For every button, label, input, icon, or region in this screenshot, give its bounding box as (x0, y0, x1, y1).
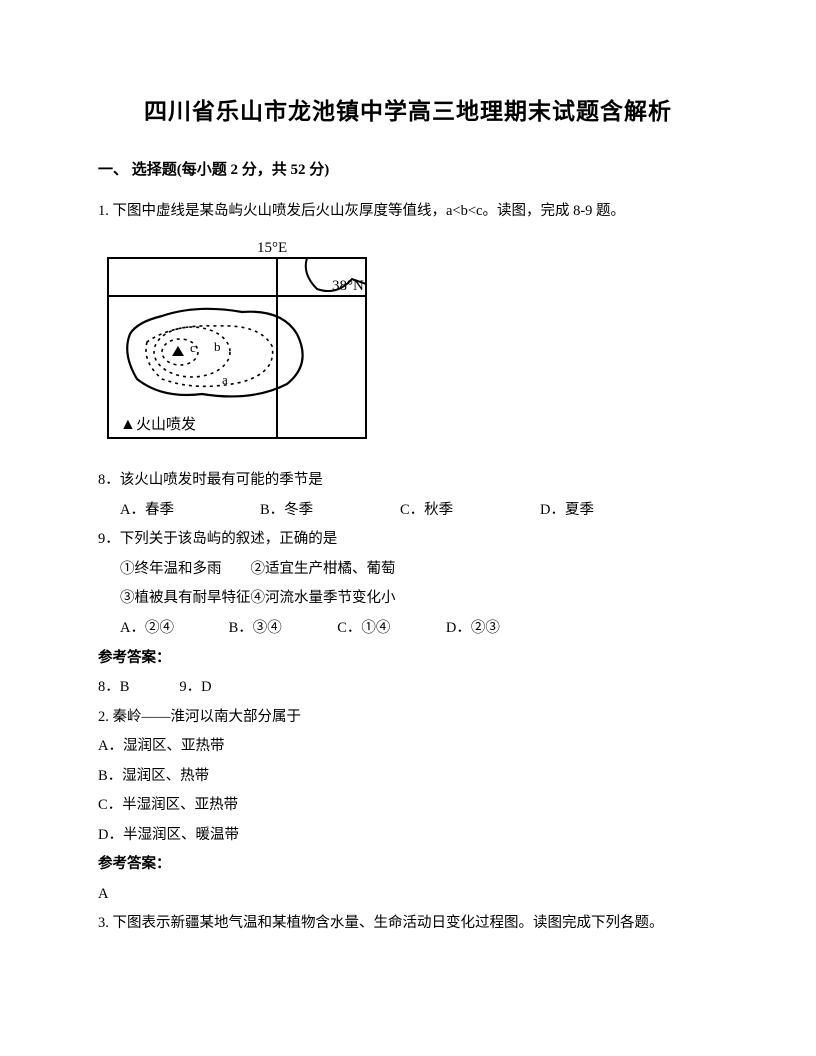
q2-answer-label: 参考答案： (98, 851, 718, 879)
q1-ans8: 8．B (98, 674, 129, 702)
q1-9-line1: ①终年温和多雨 ②适宜生产柑橘、葡萄 (120, 556, 718, 584)
q1-8-A: A．春季 (120, 497, 260, 525)
q2-C: C．半湿润区、亚热带 (98, 792, 718, 820)
q2-answer: A (98, 881, 718, 909)
question-1: 1. 下图中虚线是某岛屿火山喷发后火山灰厚度等值线，a<b<c。读图，完成 8-… (98, 198, 718, 701)
q1-8-stem: 8．该火山喷发时最有可能的季节是 (98, 467, 718, 495)
section-header: 一、 选择题(每小题 2 分，共 52 分) (98, 156, 718, 185)
q1-answer-label: 参考答案： (98, 645, 718, 673)
q3-stem: 3. 下图表示新疆某地气温和某植物含水量、生命活动日变化过程图。读图完成下列各题… (98, 910, 718, 938)
page-title: 四川省乐山市龙池镇中学高三地理期末试题含解析 (98, 90, 718, 134)
q2-stem: 2. 秦岭——淮河以南大部分属于 (98, 704, 718, 732)
q1-8-options: A．春季 B．冬季 C．秋季 D．夏季 (120, 497, 718, 525)
label-b: b (214, 339, 221, 354)
q1-answer: 8．B 9．D (98, 674, 718, 702)
q1-9-B: B．③④ (229, 615, 334, 643)
q1-8-D: D．夏季 (540, 497, 680, 525)
q1-8-C: C．秋季 (400, 497, 540, 525)
label-a: a (222, 372, 228, 387)
q1-9-stem: 9．下列关于该岛屿的叙述，正确的是 (98, 526, 718, 554)
q2-B: B．湿润区、热带 (98, 763, 718, 791)
question-3: 3. 下图表示新疆某地气温和某植物含水量、生命活动日变化过程图。读图完成下列各题… (98, 910, 718, 938)
lat-label: 38°N (332, 278, 364, 294)
lon-label: 15°E (257, 240, 287, 256)
question-2: 2. 秦岭——淮河以南大部分属于 A．湿润区、亚热带 B．湿润区、热带 C．半湿… (98, 704, 718, 909)
legend-symbol: ▲ (120, 416, 136, 433)
q1-ans9: 9．D (179, 674, 211, 702)
q1-8-B: B．冬季 (260, 497, 400, 525)
label-c: c (190, 340, 196, 355)
q1-intro: 1. 下图中虚线是某岛屿火山喷发后火山灰厚度等值线，a<b<c。读图，完成 8-… (98, 198, 718, 226)
q1-figure: 15°E 38°N c b a ▲ 火山喷发 (102, 234, 718, 460)
q1-9-line2: ③植被具有耐旱特征④河流水量季节变化小 (120, 585, 718, 613)
legend-text: 火山喷发 (136, 416, 196, 433)
q1-9-C: C．①④ (337, 615, 442, 643)
q2-D: D．半湿润区、暖温带 (98, 822, 718, 850)
q2-A: A．湿润区、亚热带 (98, 733, 718, 761)
q1-9-D: D．②③ (446, 615, 551, 643)
q1-9-options: A．②④ B．③④ C．①④ D．②③ (120, 615, 718, 643)
q1-9-A: A．②④ (120, 615, 225, 643)
